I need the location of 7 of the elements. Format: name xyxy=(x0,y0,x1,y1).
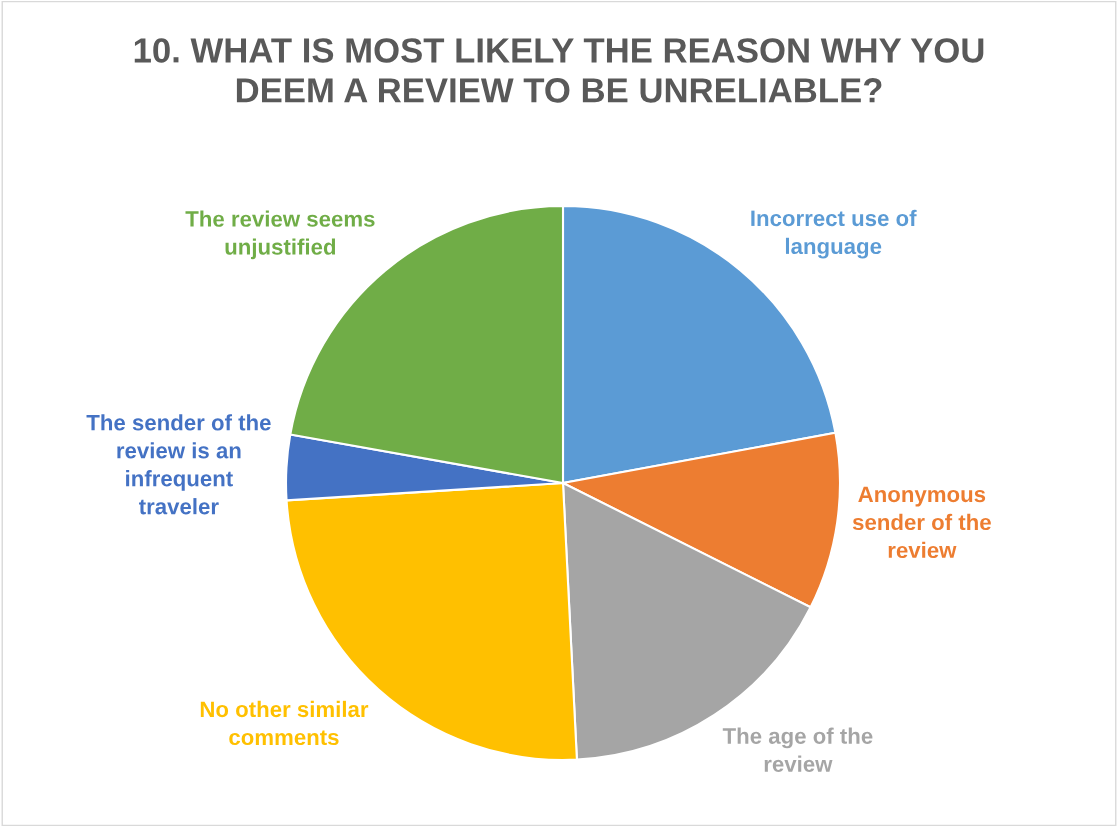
slice-label: No other similar comments xyxy=(200,700,369,746)
slice-label: Incorrect use of language xyxy=(751,209,917,259)
slice-label: The age of the review xyxy=(722,727,873,772)
slice-label: Anonymous sender of the review xyxy=(852,486,991,559)
slice-label: The sender of the review is an infrequent traveler xyxy=(86,414,271,515)
slice-label: The review seems unjustified xyxy=(185,210,375,260)
chart-title: 10. WHAT IS MOST LIKELY THE REASON WHY YOU DEEM A REVIEW TO BE UNRELIABLE? xyxy=(134,38,984,103)
